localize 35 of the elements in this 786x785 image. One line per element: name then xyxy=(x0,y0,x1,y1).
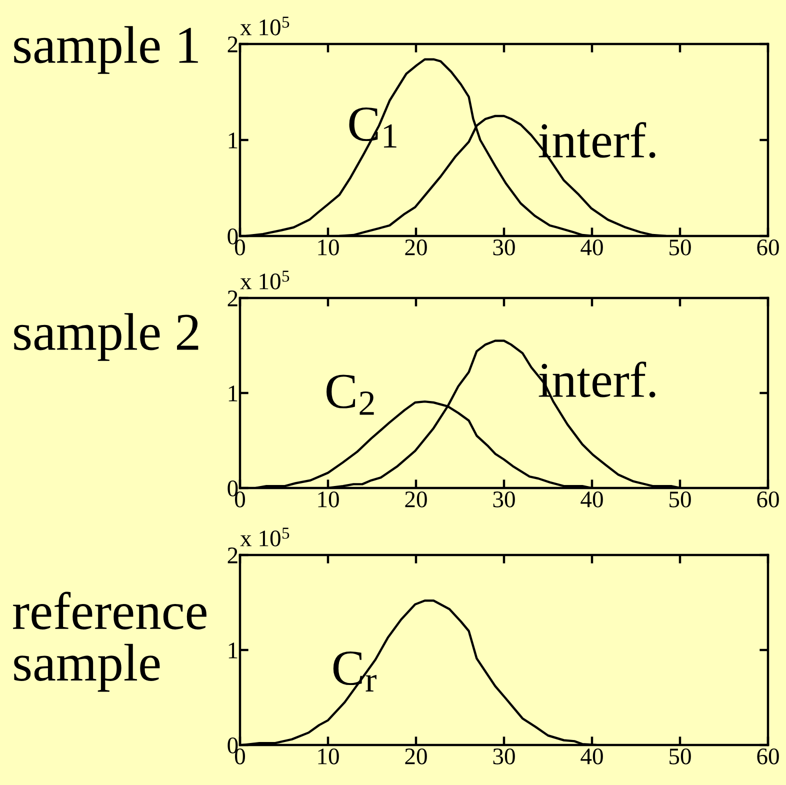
chart-title: sample 1 xyxy=(14,26,198,74)
x-tick-label: 10 xyxy=(318,491,339,508)
text: x 10$^{5}$ xyxy=(240,528,290,546)
text: x 10$^{5}$ xyxy=(240,16,290,36)
chart-title: sample 2 xyxy=(14,313,198,361)
y-tick-label: 1 xyxy=(228,132,238,148)
legend-label: interf. xyxy=(538,362,656,398)
y-tick-label: 1 xyxy=(228,642,238,658)
x-tick-label: 50 xyxy=(670,239,691,256)
series-label: C$_{1}$ xyxy=(349,107,396,148)
x-tick-label: 40 xyxy=(580,748,603,764)
x-tick-label: 20 xyxy=(405,491,427,508)
text: reference sample xyxy=(13,592,206,692)
x-tick-label: 50 xyxy=(670,491,691,508)
x-tick-label: 20 xyxy=(405,239,427,256)
x-tick-label: 40 xyxy=(580,491,603,508)
x-tick-label: 50 xyxy=(670,748,691,764)
legend-label: interf. xyxy=(538,122,656,158)
y-tick-label: 2 xyxy=(228,36,238,52)
y-tick-label: 1 xyxy=(228,386,238,402)
x-tick-label: 30 xyxy=(493,491,515,508)
y-tick-label: 2 xyxy=(228,290,238,306)
x-tick-label: 10 xyxy=(318,748,339,764)
series-label: C$_{2}$ xyxy=(326,374,374,415)
x-tick-label: 60 xyxy=(757,748,779,764)
x-tick-label: 60 xyxy=(757,239,779,256)
x-tick-label: 30 xyxy=(493,239,515,256)
x-tick-label: 60 xyxy=(757,491,779,508)
text: x 10$^{5}$ xyxy=(240,270,290,290)
x-tick-label: 10 xyxy=(318,239,339,256)
x-tick-label: 40 xyxy=(580,239,603,256)
x-tick-label: 20 xyxy=(405,748,427,764)
x-tick-label: 30 xyxy=(493,748,515,764)
series-label: C$_{r}$ xyxy=(333,651,376,692)
y-tick-label: 2 xyxy=(228,548,238,564)
